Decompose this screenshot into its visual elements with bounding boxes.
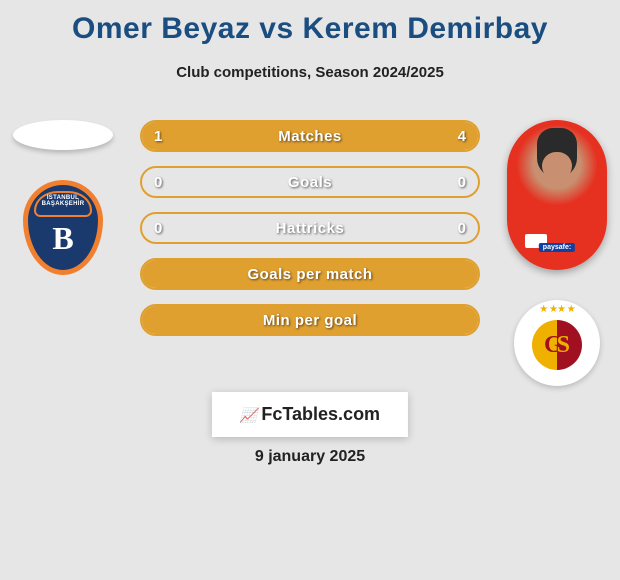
stat-row: 0 0 Hattricks [140,212,480,244]
stat-value-right: 0 [458,220,466,237]
club-logo-right: ★ ★★ ★ GS [514,300,600,386]
player-right-photo: paysafe: [507,120,607,270]
player-right-column: paysafe: ★ ★★ ★ GS [502,120,612,386]
club-logo-left: ISTANBUL BAŞAKŞEHİR B [18,180,108,280]
watermark-text: FcTables.com [261,404,380,424]
player-left-column: ISTANBUL BAŞAKŞEHİR B [8,120,118,280]
comparison-card: Omer Beyaz vs Kerem Demirbay Club compet… [0,0,620,580]
stat-value-left: 0 [154,220,162,237]
date-label: 9 january 2025 [0,448,620,466]
stat-row: 1 4 Matches [140,120,480,152]
stat-row: Min per goal [140,304,480,336]
gs-letters-icon: GS [514,332,600,359]
stat-label: Hattricks [276,220,345,237]
stat-label: Goals per match [247,266,372,283]
basaksehir-shield-icon: ISTANBUL BAŞAKŞEHİR B [23,180,103,275]
stats-panel: 1 4 Matches 0 0 Goals 0 0 Hattricks Goals per mat… [140,120,480,350]
watermark: 📈FcTables.com [212,392,408,437]
stat-row: Goals per match [140,258,480,290]
stat-fill-left [142,122,209,150]
watermark-icon: 📈 [240,407,257,423]
stat-value-left: 1 [154,128,162,145]
club-left-text: ISTANBUL BAŞAKŞEHİR [28,195,98,207]
page-title: Omer Beyaz vs Kerem Demirbay [0,0,620,46]
stat-label: Goals [288,174,332,191]
stat-label: Matches [278,128,342,145]
club-left-letter: B [28,220,98,257]
stat-value-left: 0 [154,174,162,191]
player-left-photo [13,120,113,150]
gs-stars-icon: ★ ★★ ★ [514,304,600,315]
subtitle: Club competitions, Season 2024/2025 [0,64,620,81]
stat-label: Min per goal [263,312,357,329]
stat-value-right: 4 [458,128,466,145]
stat-row: 0 0 Goals [140,166,480,198]
jersey-sponsor: paysafe: [539,243,575,252]
stat-fill-right [209,122,478,150]
stat-value-right: 0 [458,174,466,191]
